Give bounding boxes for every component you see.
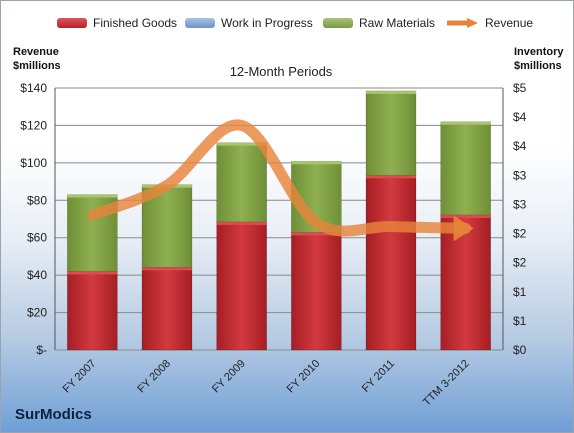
left-axis-title: Revenue $millions <box>13 46 61 72</box>
x-axis-tick-label: FY 2010 <box>285 358 323 396</box>
right-axis-tick-label: $2 <box>513 227 527 241</box>
left-axis-tick-label: $- <box>36 343 47 357</box>
legend-item-work-in-progress: Work in Progress <box>185 16 313 30</box>
plot-area <box>55 88 503 350</box>
x-axis-tick-label: FY 2007 <box>61 358 99 396</box>
bar-finished-goods <box>141 267 193 351</box>
x-axis-tick-label: FY 2008 <box>135 358 173 396</box>
bar-top-highlight <box>67 271 118 275</box>
raw-materials-swatch <box>323 18 353 28</box>
left-axis-tick-label: $40 <box>27 268 47 282</box>
right-axis-title: Inventory $millions <box>514 46 564 72</box>
revenue-line <box>86 119 472 237</box>
x-axis-tick-label: FY 2011 <box>360 358 397 395</box>
right-axis-tick-label: $2 <box>513 256 527 270</box>
legend-item-revenue: Revenue <box>447 16 533 30</box>
finished-goods-swatch <box>57 18 87 28</box>
legend-label: Revenue <box>485 16 534 30</box>
right-axis-tick-label: $5 <box>513 81 527 95</box>
bar-finished-goods <box>216 221 267 351</box>
right-axis-tick-label: $1 <box>513 314 527 328</box>
work-in-progress-swatch <box>185 18 215 28</box>
left-axis-tick-label: $140 <box>20 81 47 95</box>
right-axis-tick-label: $3 <box>513 197 527 211</box>
bar-finished-goods <box>365 175 417 351</box>
left-axis-tick-label: $20 <box>27 306 47 320</box>
chart-title: 12-Month Periods <box>229 64 333 79</box>
bar-finished-goods <box>291 232 342 351</box>
left-axis-tick-label: $120 <box>20 118 47 132</box>
revenue-arrow-icon <box>447 18 478 28</box>
bar-raw-materials <box>216 142 267 223</box>
bar-top-highlight <box>291 161 342 165</box>
bar-raw-materials <box>365 90 417 176</box>
bar-top-highlight <box>142 267 192 271</box>
bar-finished-goods <box>67 271 118 351</box>
left-axis-tick-label: $80 <box>27 193 47 207</box>
bar-top-highlight <box>366 175 416 179</box>
bar-top-highlight <box>216 142 267 146</box>
legend-label: Finished Goods <box>93 16 178 30</box>
left-axis-tick-label: $60 <box>27 231 47 245</box>
right-axis-tick-label: $4 <box>513 110 527 124</box>
right-axis-tick-label: $0 <box>513 343 527 357</box>
chart-legend: Finished Goods Work in Progress Raw Mate… <box>1 9 573 39</box>
right-axis-tick-label: $1 <box>513 285 527 299</box>
x-axis-tick-label: FY 2009 <box>210 358 248 396</box>
bar-top-highlight <box>216 221 267 225</box>
bar-top-highlight <box>440 214 491 218</box>
bar-finished-goods <box>440 214 491 351</box>
bar-top-highlight <box>440 121 491 125</box>
legend-label: Raw Materials <box>359 16 436 30</box>
company-name: SurModics <box>15 406 92 423</box>
right-axis-tick-label: $4 <box>513 139 527 153</box>
legend-item-raw-materials: Raw Materials <box>323 16 435 30</box>
revenue-arrow-head <box>453 215 474 242</box>
x-axis-tick-label: TTM 3-2012 <box>421 358 472 409</box>
legend-item-finished-goods: Finished Goods <box>57 16 177 30</box>
bar-top-highlight <box>291 232 342 236</box>
legend-label: Work in Progress <box>221 16 313 30</box>
bar-raw-materials <box>440 121 491 216</box>
left-axis-tick-label: $100 <box>20 156 47 170</box>
bar-top-highlight <box>366 90 416 94</box>
bar-top-highlight <box>67 194 118 198</box>
right-axis-tick-label: $3 <box>513 168 527 182</box>
